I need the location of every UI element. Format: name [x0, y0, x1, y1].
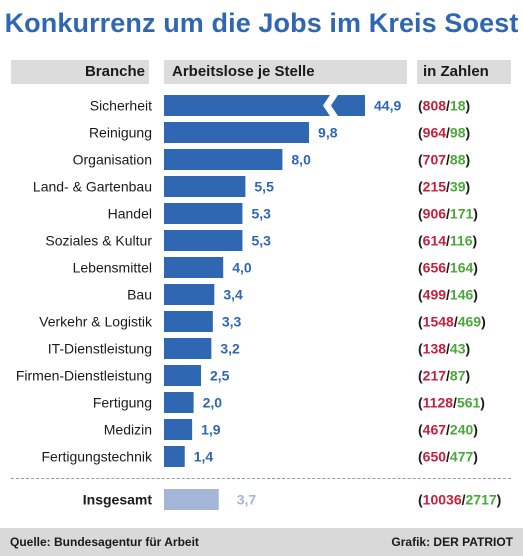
count-label-land-gartenbau: (215/39)	[418, 179, 470, 195]
header-branche: Branche	[11, 60, 149, 84]
category-label-medizin: Medizin	[104, 422, 152, 438]
bar-fertigung	[164, 392, 194, 413]
category-label-lebensmittel: Lebensmittel	[73, 260, 152, 276]
value-label-sicherheit: 44,9	[374, 98, 401, 114]
bar-bau	[164, 284, 215, 305]
count-label-verkehr-logistik: (1548/469)	[418, 314, 486, 330]
category-label-firmen-dienstleistung: Firmen-Dienstleistung	[16, 368, 152, 384]
total-label: Insgesamt	[83, 492, 153, 508]
value-label-fertigungstechnik: 1,4	[194, 449, 214, 465]
count-label-lebensmittel: (656/164)	[418, 260, 478, 276]
bar-verkehr-logistik	[164, 311, 213, 332]
count-label-total: (10036/2717)	[418, 492, 501, 508]
count-label-it-dienstleistung: (138/43)	[418, 341, 470, 357]
count-label-reinigung: (964/98)	[418, 125, 470, 141]
value-label-bau: 3,4	[223, 287, 243, 303]
footer: Quelle: Bundesagentur für Arbeit Grafik:…	[0, 528, 523, 556]
bar-lebensmittel	[164, 257, 224, 278]
bar-medizin	[164, 419, 193, 440]
value-label-organisation: 8,0	[291, 152, 311, 168]
count-label-organisation: (707/88)	[418, 152, 470, 168]
bar-sicherheit-part-2	[331, 95, 365, 116]
count-label-soziales-kultur: (614/116)	[418, 233, 477, 249]
count-label-sicherheit: (808/18)	[418, 98, 470, 114]
category-label-it-dienstleistung: IT-Dienstleistung	[48, 341, 152, 357]
bar-organisation	[164, 149, 283, 170]
value-label-lebensmittel: 4,0	[232, 260, 252, 276]
count-label-bau: (499/146)	[418, 287, 478, 303]
bar-total	[164, 489, 219, 510]
category-label-organisation: Organisation	[73, 152, 152, 168]
bar-firmen-dienstleistung	[164, 365, 201, 386]
count-label-firmen-dienstleistung: (217/87)	[418, 368, 470, 384]
category-label-soziales-kultur: Soziales & Kultur	[45, 233, 152, 249]
header-arbeitslose-je-stelle: Arbeitslose je Stelle	[164, 60, 407, 84]
value-label-medizin: 1,9	[201, 422, 221, 438]
chart-title: Konkurrenz um die Jobs im Kreis Soest	[4, 8, 519, 38]
category-label-bau: Bau	[127, 287, 152, 303]
bar-handel	[164, 203, 243, 224]
value-label-soziales-kultur: 5,3	[251, 233, 271, 249]
category-label-land-gartenbau: Land- & Gartenbau	[33, 179, 152, 195]
bar-fertigungstechnik	[164, 446, 185, 467]
value-label-firmen-dienstleistung: 2,5	[210, 368, 230, 384]
bar-soziales-kultur	[164, 230, 243, 251]
category-label-reinigung: Reinigung	[89, 125, 152, 141]
category-label-verkehr-logistik: Verkehr & Logistik	[39, 314, 153, 330]
value-label-verkehr-logistik: 3,3	[222, 314, 242, 330]
bar-it-dienstleistung	[164, 338, 212, 359]
header-in-zahlen: in Zahlen	[417, 60, 511, 84]
bar-reinigung	[164, 122, 310, 143]
value-label-land-gartenbau: 5,5	[254, 179, 274, 195]
value-label-handel: 5,3	[251, 206, 271, 222]
bar-chart: Sicherheit 44,9 (808/18) Reinigung 9,8 (964/9…	[16, 95, 501, 510]
bar-land-gartenbau	[164, 176, 246, 197]
count-label-fertigungstechnik: (650/477)	[418, 449, 478, 465]
value-label-reinigung: 9,8	[318, 125, 338, 141]
total-separator	[11, 478, 511, 479]
category-label-handel: Handel	[108, 206, 152, 222]
count-label-fertigung: (1128/561)	[418, 395, 485, 411]
category-label-fertigungstechnik: Fertigungstechnik	[41, 449, 153, 465]
category-label-fertigung: Fertigung	[93, 395, 152, 411]
count-label-medizin: (467/240)	[418, 422, 478, 438]
value-label-fertigung: 2,0	[203, 395, 223, 411]
value-label-total: 3,7	[237, 492, 257, 508]
bar-sicherheit-part-1	[164, 95, 330, 116]
category-label-sicherheit: Sicherheit	[90, 98, 152, 114]
value-label-it-dienstleistung: 3,2	[220, 341, 240, 357]
graphic-credit: Grafik: DER PATRIOT	[391, 535, 513, 549]
count-label-handel: (906/171)	[418, 206, 478, 222]
source-note: Quelle: Bundesagentur für Arbeit	[10, 535, 199, 549]
